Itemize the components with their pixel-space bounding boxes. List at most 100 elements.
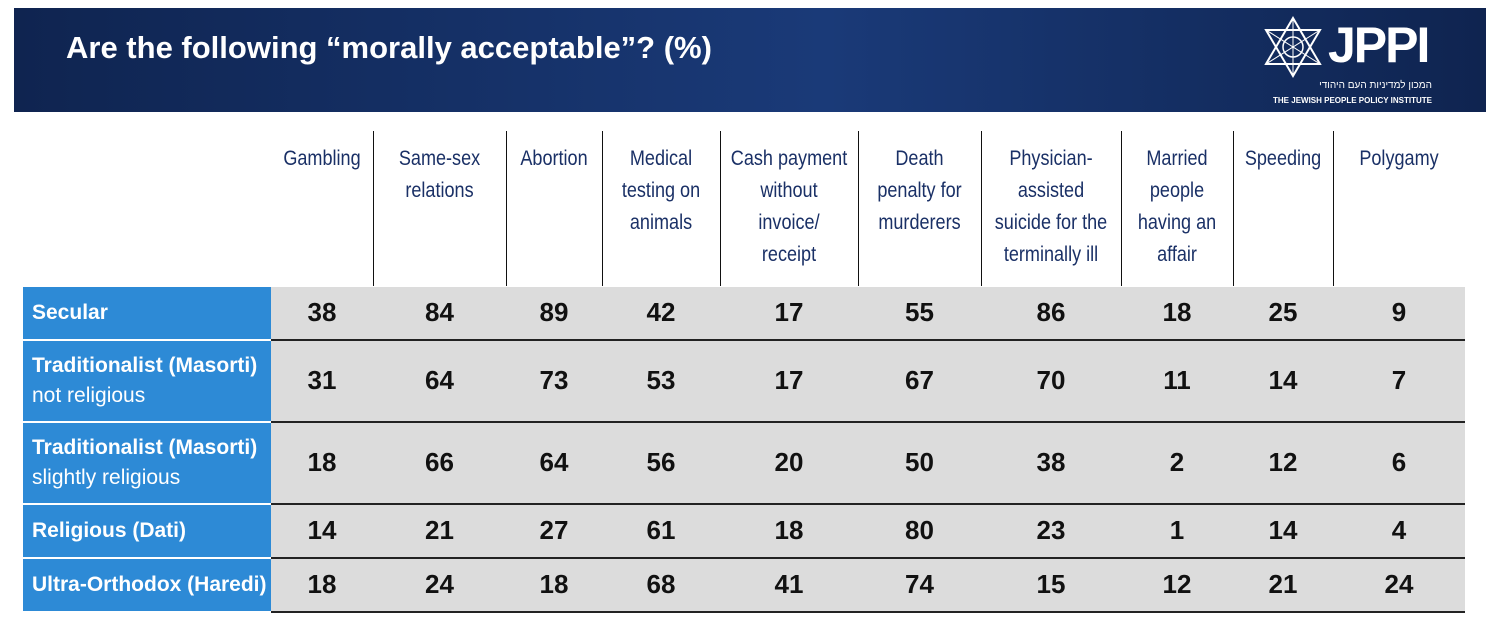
column-header-line: receipt bbox=[761, 243, 817, 266]
column-header-line: without bbox=[760, 179, 818, 202]
row-label-main: Traditionalist (Masorti) bbox=[32, 354, 258, 377]
table-cell: 9 bbox=[1391, 297, 1407, 327]
column-header-line: Physician- bbox=[1009, 147, 1093, 170]
column-header: Medical testing on animals bbox=[610, 143, 711, 283]
table-cell: 6 bbox=[1391, 447, 1407, 477]
table-row bbox=[271, 287, 1465, 339]
table-cell: 84 bbox=[425, 297, 454, 327]
page-title: Are the following “morally acceptable”? … bbox=[66, 30, 712, 65]
column-header-line: penalty for bbox=[877, 179, 962, 202]
row-label: Traditionalist (Masorti) slightly religi… bbox=[23, 423, 271, 503]
table-cell: 7 bbox=[1391, 365, 1407, 395]
table-cell: 18 bbox=[539, 569, 569, 599]
table-cell: 56 bbox=[646, 447, 676, 477]
column-header-line: Same-sex bbox=[398, 147, 481, 170]
column-header-line: Medical bbox=[629, 147, 693, 170]
table-cell: 12 bbox=[1268, 447, 1298, 477]
column-header: Physician-assisted suicide for the termina… bbox=[991, 143, 1111, 283]
column-header-line: Speeding bbox=[1244, 147, 1322, 170]
table-cell: 17 bbox=[774, 297, 804, 327]
table-cell: 38 bbox=[1036, 447, 1066, 477]
row-label: Ultra-Orthodox (Haredi) bbox=[23, 559, 271, 611]
table-cell: 21 bbox=[425, 515, 454, 545]
table-row bbox=[271, 341, 1465, 421]
logo-hebrew: המכון למדיניות העם היהודי bbox=[1319, 80, 1432, 91]
table-cell: 68 bbox=[646, 569, 676, 599]
row-label-sub: not religious bbox=[32, 384, 146, 407]
column-header-line: Death bbox=[895, 147, 944, 170]
column-separator bbox=[981, 131, 982, 286]
column-header: Speeding bbox=[1240, 143, 1326, 283]
jppi-logo: JPPI המכון למדיניות העם היהודי THE JEWIS… bbox=[1258, 10, 1438, 110]
row-label-sub: slightly religious bbox=[32, 466, 181, 489]
row-label: Secular bbox=[23, 287, 271, 339]
column-header-line: terminally ill bbox=[1003, 243, 1099, 266]
table-cell: 64 bbox=[539, 447, 569, 477]
logo-text: JPPI bbox=[1328, 17, 1430, 73]
table-cell: 66 bbox=[425, 447, 454, 477]
table-cell: 55 bbox=[905, 297, 934, 327]
column-header-line: testing on bbox=[621, 179, 701, 202]
table-cell: 80 bbox=[905, 515, 934, 545]
table-row bbox=[271, 423, 1465, 503]
table-cell: 18 bbox=[774, 515, 804, 545]
table-cell: 25 bbox=[1268, 297, 1298, 327]
table-cell: 42 bbox=[646, 297, 676, 327]
column-header-line: assisted bbox=[1017, 179, 1085, 202]
table-cell: 86 bbox=[1036, 297, 1066, 327]
column-separator bbox=[506, 131, 507, 286]
column-header-line: animals bbox=[629, 211, 693, 234]
table-cell: 53 bbox=[646, 365, 676, 395]
table-cell: 61 bbox=[646, 515, 676, 545]
table-cell: 11 bbox=[1163, 365, 1191, 395]
table-cell: 24 bbox=[1384, 569, 1414, 599]
star-of-david-icon bbox=[1264, 16, 1322, 78]
row-divider bbox=[271, 503, 1465, 505]
table-cell: 74 bbox=[905, 569, 934, 599]
table-cell: 2 bbox=[1169, 447, 1185, 477]
column-header-line: relations bbox=[405, 179, 474, 202]
table-cell: 89 bbox=[539, 297, 569, 327]
column-header-line: Cash payment bbox=[730, 147, 848, 170]
row-divider bbox=[271, 557, 1465, 559]
row-label-main: Secular bbox=[32, 301, 108, 324]
row-label-main: Ultra-Orthodox (Haredi) bbox=[32, 573, 267, 596]
column-separator bbox=[1121, 131, 1122, 286]
table-cell: 41 bbox=[774, 569, 804, 599]
row-label: Traditionalist (Masorti) not religious bbox=[23, 341, 271, 421]
table-cell: 38 bbox=[307, 297, 337, 327]
column-separator bbox=[373, 131, 374, 286]
table-cell: 64 bbox=[425, 365, 454, 395]
column-header: Abortion bbox=[513, 143, 596, 283]
column-header: Married people having an affair bbox=[1129, 143, 1225, 283]
column-separator bbox=[720, 131, 721, 286]
table-cell: 4 bbox=[1391, 515, 1407, 545]
table-cell: 14 bbox=[1268, 515, 1298, 545]
column-header-line: murderers bbox=[878, 211, 961, 234]
column-header-line: Married bbox=[1146, 147, 1208, 170]
column-separator bbox=[1233, 131, 1234, 286]
row-divider bbox=[271, 611, 1465, 613]
table-cell: 1 bbox=[1169, 515, 1185, 545]
table-cell: 73 bbox=[539, 365, 569, 395]
table-cell: 18 bbox=[307, 447, 337, 477]
table-row bbox=[271, 505, 1465, 557]
table-cell: 14 bbox=[1268, 365, 1298, 395]
table-row bbox=[271, 559, 1465, 611]
table-cell: 17 bbox=[774, 365, 804, 395]
header-banner: Are the following “morally acceptable”? … bbox=[14, 8, 1486, 112]
column-header: Same-sex relations bbox=[382, 143, 496, 283]
table-cell: 23 bbox=[1036, 515, 1066, 545]
column-header-line: Abortion bbox=[520, 147, 588, 170]
column-header: Death penalty for murderers bbox=[867, 143, 973, 283]
table-cell: 21 bbox=[1268, 569, 1298, 599]
table-cell: 67 bbox=[905, 365, 934, 395]
table-cell: 27 bbox=[539, 515, 569, 545]
column-header-line: invoice/ bbox=[758, 211, 820, 234]
column-header: Gambling bbox=[278, 143, 366, 283]
column-separator bbox=[1333, 131, 1334, 286]
column-header-line: having an bbox=[1137, 211, 1217, 234]
table-cell: 14 bbox=[307, 515, 337, 545]
row-divider bbox=[271, 421, 1465, 423]
row-label-main: Traditionalist (Masorti) bbox=[32, 436, 258, 459]
